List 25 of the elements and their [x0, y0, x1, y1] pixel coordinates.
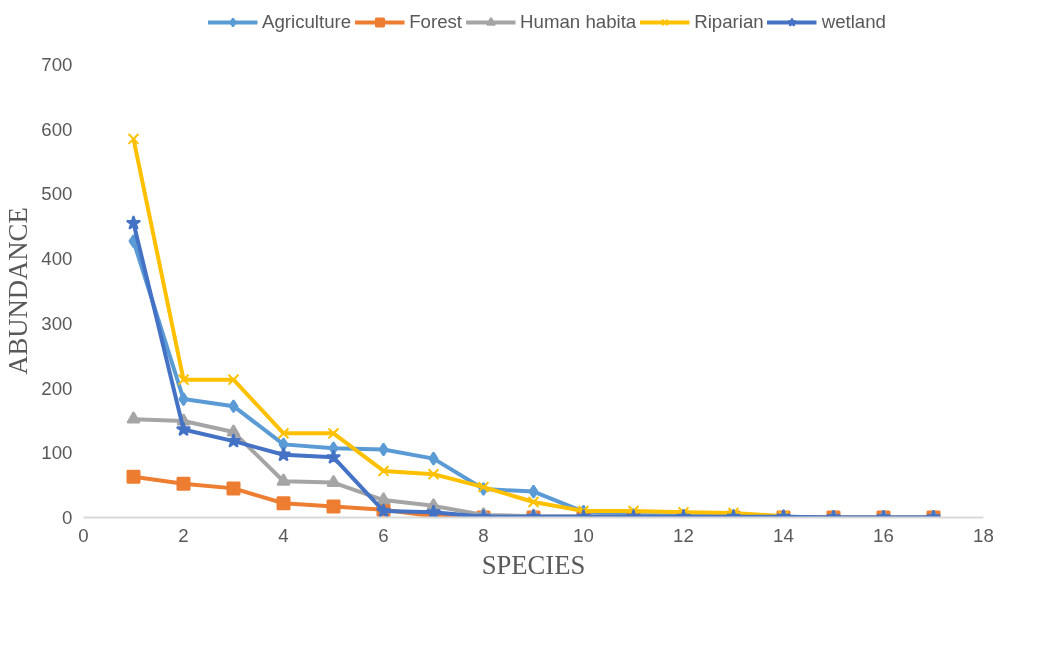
x-tick-label: 14	[773, 524, 794, 546]
x-tick-label: 12	[673, 524, 694, 546]
x-tick-label: 10	[573, 524, 594, 546]
legend-label: Riparian	[694, 11, 764, 33]
x-tick-label: 0	[78, 524, 89, 546]
legend-label: Human habita	[520, 11, 637, 33]
y-tick-label: 200	[41, 377, 73, 399]
x-tick-label: 8	[478, 524, 489, 546]
y-tick-label: 500	[41, 183, 73, 205]
y-tick-label: 100	[41, 442, 73, 464]
legend-label: Agriculture	[261, 11, 352, 33]
x-tick-label: 2	[178, 524, 189, 546]
y-tick-label: 0	[62, 507, 73, 528]
x-tick-label: 4	[278, 524, 289, 546]
y-tick-label: 400	[41, 248, 73, 270]
y-axis-title: ABUNDANCE	[3, 207, 34, 375]
legend-label: Forest	[409, 11, 463, 33]
y-tick-label: 700	[41, 54, 73, 75]
x-tick-label: 16	[873, 524, 894, 546]
legend-label: wetland	[821, 11, 887, 33]
y-tick-label: 300	[41, 312, 73, 334]
x-axis-title: SPECIES	[481, 549, 586, 580]
y-tick-label: 600	[41, 118, 73, 140]
x-tick-label: 18	[973, 524, 994, 546]
x-tick-label: 6	[378, 524, 389, 546]
